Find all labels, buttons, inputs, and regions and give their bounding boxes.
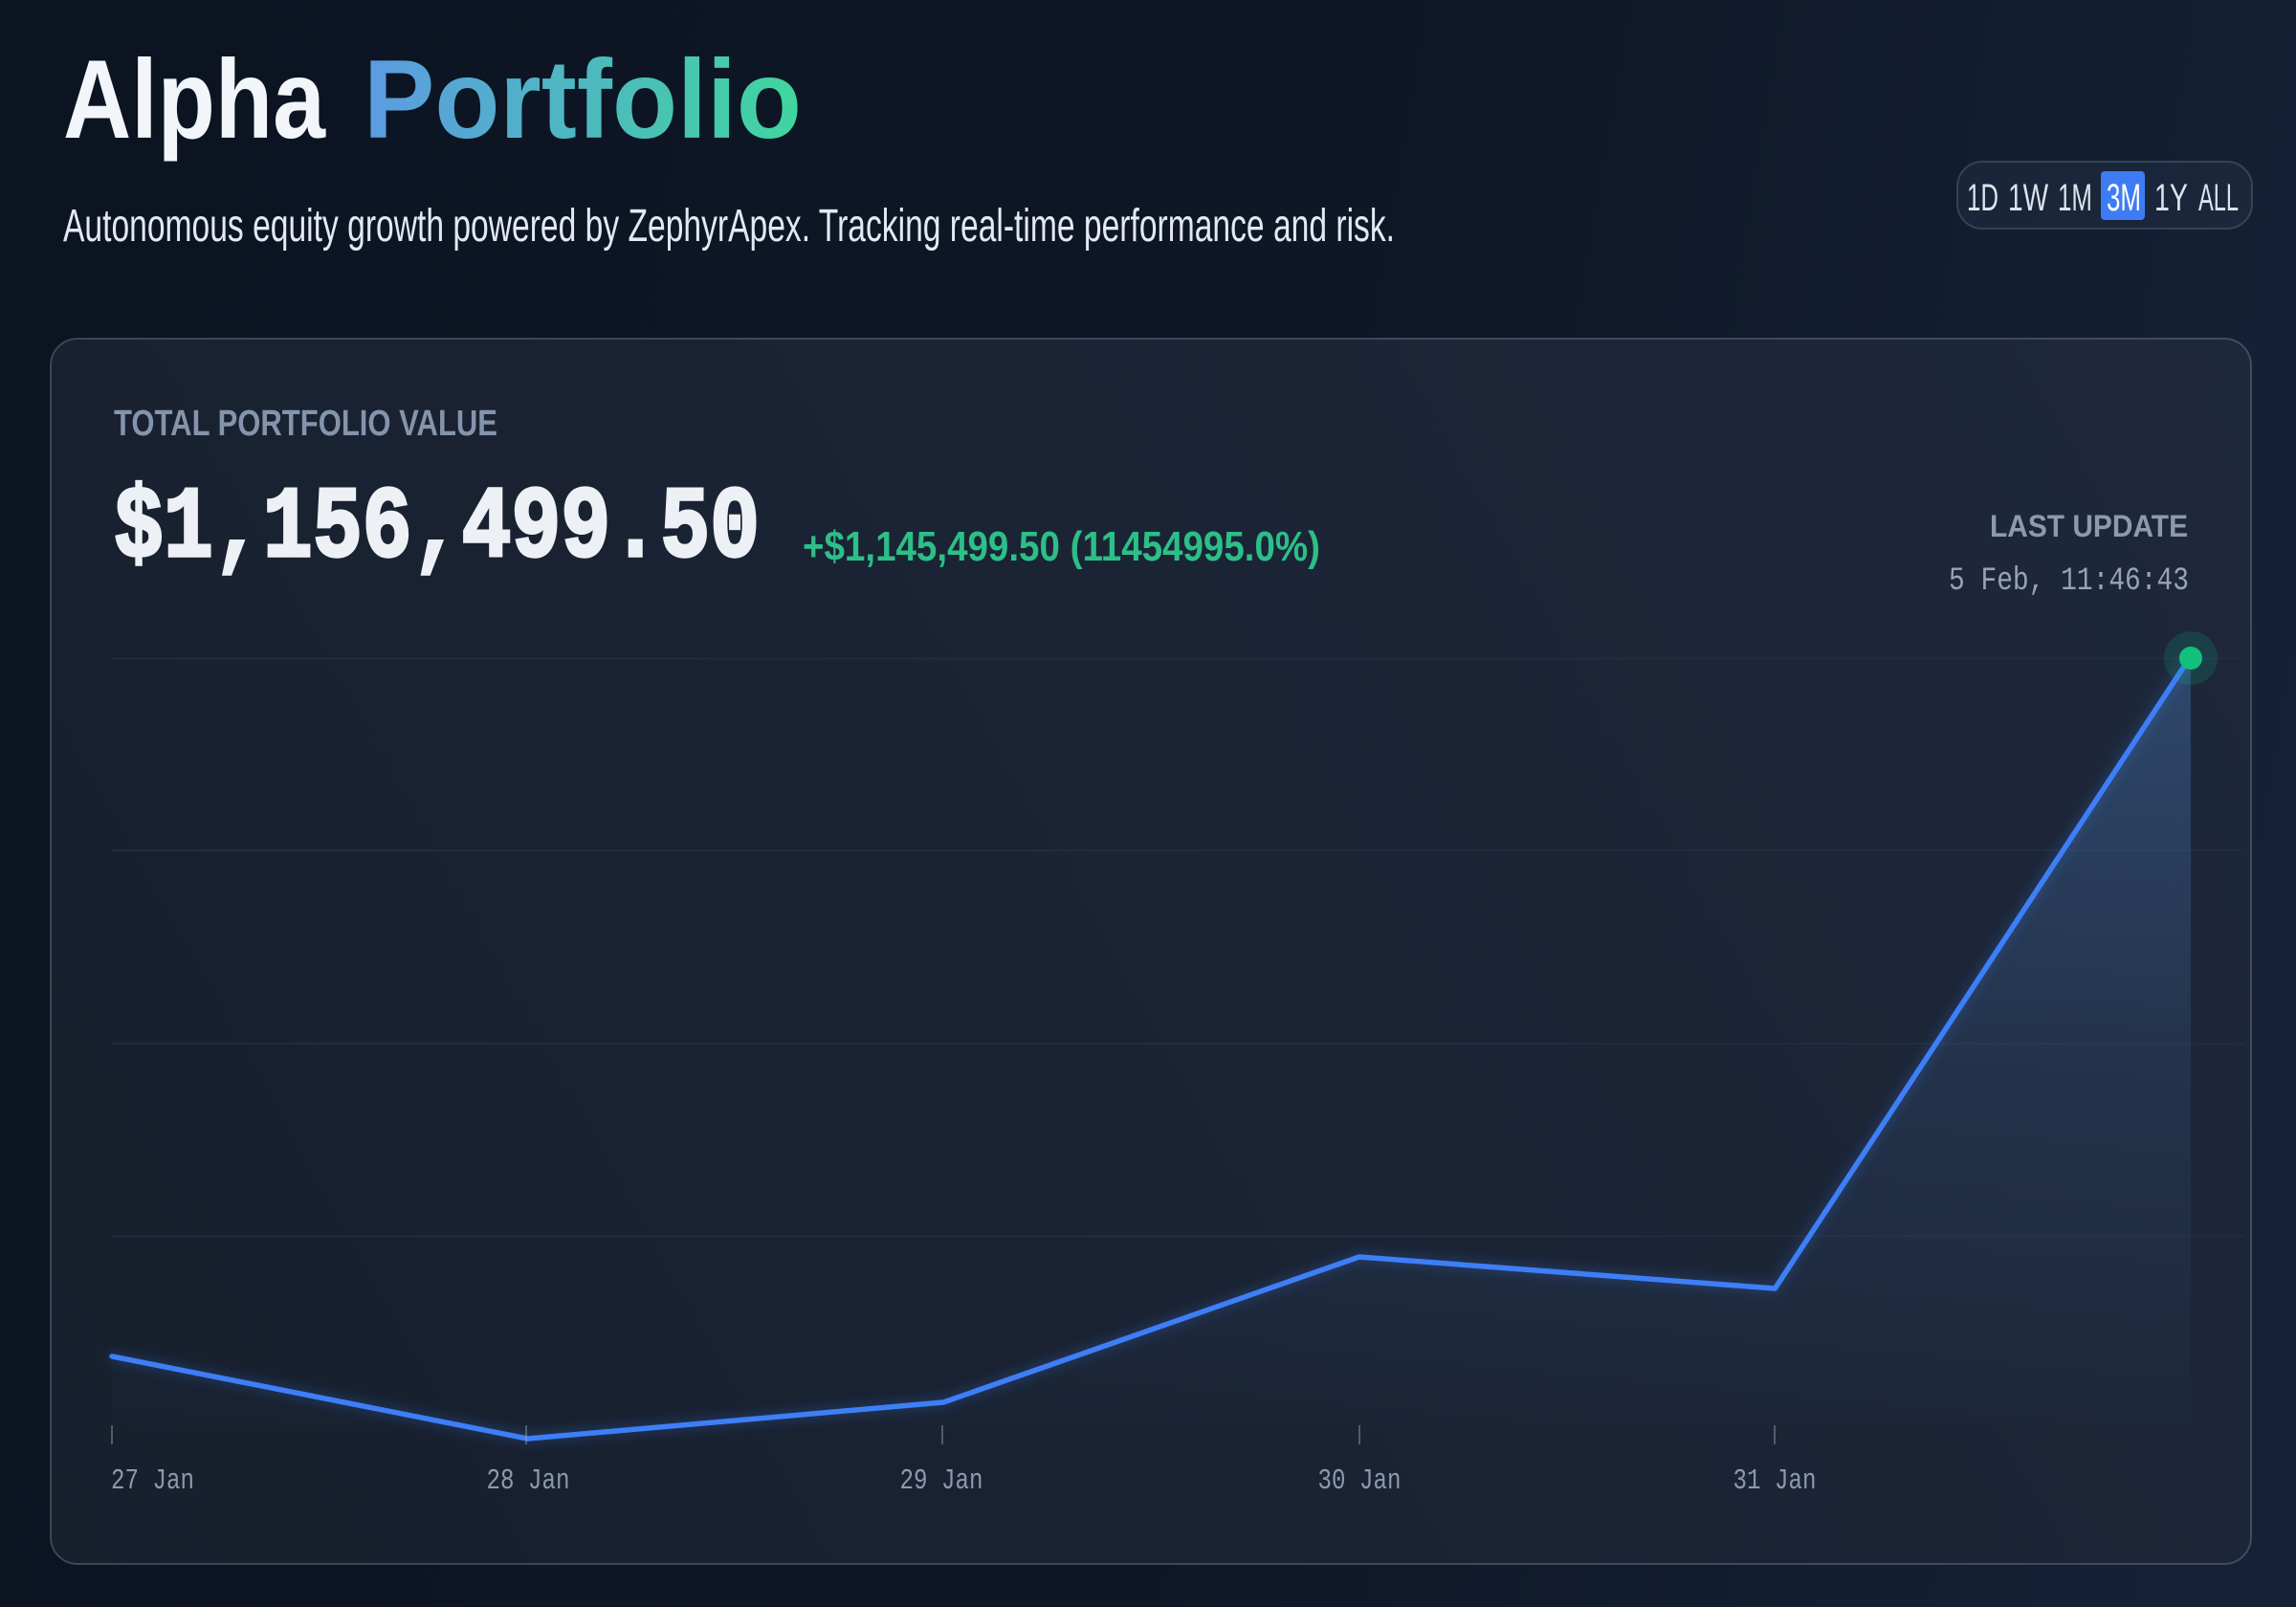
- svg-text:31 Jan: 31 Jan: [1733, 1464, 1817, 1498]
- svg-text:1M: 1M: [2058, 177, 2092, 219]
- svg-text:TOTAL PORTFOLIO VALUE: TOTAL PORTFOLIO VALUE: [114, 404, 497, 444]
- svg-text:+$1,145,499.50 (11454995.0%): +$1,145,499.50 (11454995.0%): [803, 523, 1320, 570]
- svg-text:Portfolio: Portfolio: [364, 36, 802, 162]
- svg-text:ALL: ALL: [2198, 177, 2239, 219]
- svg-text:1D: 1D: [1967, 177, 1998, 219]
- svg-text:5 Feb, 11:46:43: 5 Feb, 11:46:43: [1949, 563, 2189, 600]
- svg-text:28 Jan: 28 Jan: [487, 1464, 570, 1498]
- svg-text:1Y: 1Y: [2154, 177, 2188, 219]
- svg-text:30 Jan: 30 Jan: [1318, 1464, 1402, 1498]
- svg-text:$1,156,499.50: $1,156,499.50: [114, 472, 760, 586]
- svg-text:1W: 1W: [2008, 177, 2048, 219]
- svg-text:Autonomous equity growth power: Autonomous equity growth powered by Zeph…: [63, 201, 1395, 252]
- svg-text:29 Jan: 29 Jan: [900, 1464, 983, 1498]
- svg-text:27 Jan: 27 Jan: [111, 1464, 194, 1498]
- svg-text:Alpha: Alpha: [63, 36, 326, 162]
- svg-text:LAST UPDATE: LAST UPDATE: [1990, 509, 2188, 543]
- svg-text:3M: 3M: [2107, 177, 2141, 219]
